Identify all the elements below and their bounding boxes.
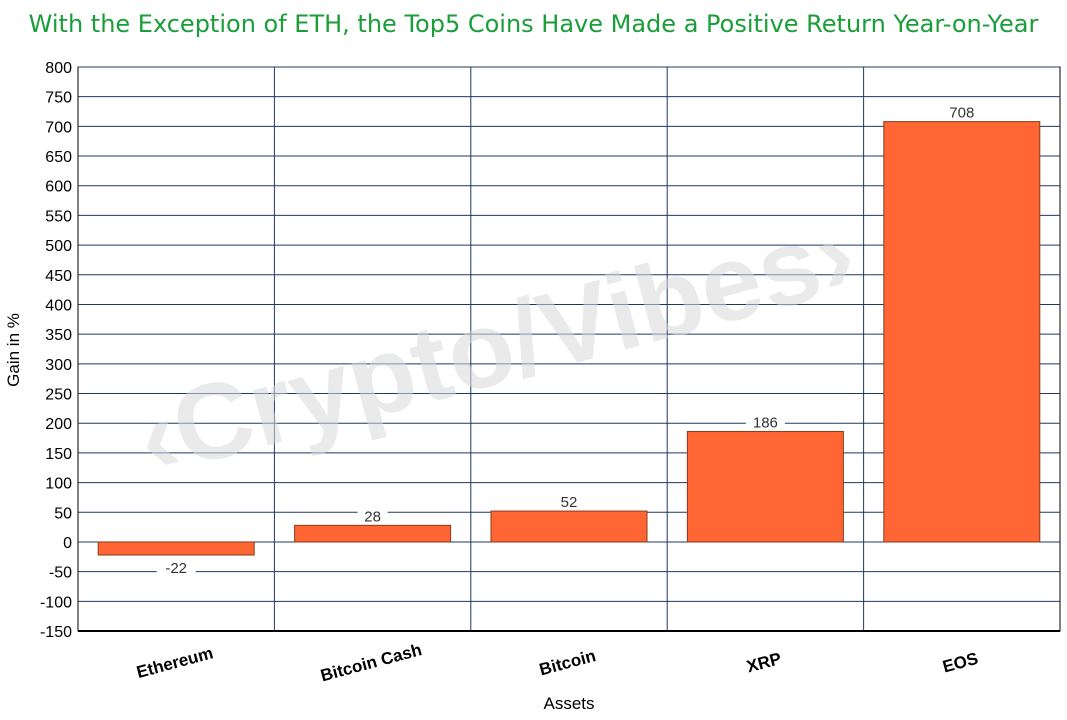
y-tick-label: 600 — [45, 179, 72, 196]
x-axis-ticks: Ethereum Bitcoin Cash Bitcoin XRP EOS — [134, 640, 980, 685]
y-axis-label: Gain in % — [4, 313, 23, 387]
x-tick-label: Bitcoin Cash — [319, 640, 424, 685]
y-tick-label: 50 — [54, 505, 72, 522]
y-tick-label: -100 — [40, 594, 72, 611]
y-tick-label: 500 — [45, 238, 72, 255]
data-label-bg — [156, 559, 196, 577]
chart-title: With the Exception of ETH, the Top5 Coin… — [28, 10, 1039, 38]
bar-ethereum — [97, 541, 255, 556]
x-tick-label: XRP — [745, 649, 784, 676]
y-tick-label: 650 — [45, 149, 72, 166]
y-tick-label: -50 — [49, 565, 72, 582]
y-tick-label: 250 — [45, 387, 72, 404]
data-label: -22 — [165, 560, 187, 577]
y-tick-label: 350 — [45, 327, 72, 344]
y-tick-label: 0 — [63, 535, 72, 552]
x-tick-label: EOS — [941, 649, 981, 677]
y-tick-label: 200 — [45, 416, 72, 433]
y-tick-label: 800 — [45, 60, 72, 77]
y-tick-label: 400 — [45, 297, 72, 314]
data-label: 186 — [753, 415, 778, 432]
y-tick-label: -150 — [40, 624, 72, 641]
data-label: 708 — [949, 105, 974, 122]
data-label-bg — [554, 493, 584, 511]
bars — [97, 121, 1041, 556]
bar-eos — [883, 121, 1041, 543]
y-tick-label: 450 — [45, 268, 72, 285]
y-tick-label: 100 — [45, 476, 72, 493]
y-tick-label: 750 — [45, 90, 72, 107]
data-label: 52 — [561, 494, 578, 511]
data-label-bg — [745, 413, 785, 431]
bar-bitcoin — [490, 510, 648, 543]
y-tick-label: 300 — [45, 357, 72, 374]
bar-bitcoin-cash — [294, 524, 452, 543]
y-tick-label: 150 — [45, 446, 72, 463]
data-label-bg — [357, 507, 388, 525]
data-label: 28 — [364, 508, 381, 525]
x-tick-label: Ethereum — [134, 643, 215, 682]
y-axis-ticks: -150 -100 -50 0 50 100 150 200 250 300 350 400 450 50… — [40, 60, 72, 641]
bar-xrp — [686, 431, 844, 543]
y-tick-label: 700 — [45, 119, 72, 136]
y-tick-label: 550 — [45, 208, 72, 225]
x-axis-label: Assets — [543, 694, 594, 713]
x-tick-label: Bitcoin — [537, 646, 598, 679]
data-label-bg — [942, 103, 982, 121]
data-labels: -22 28 52 186 708 — [156, 103, 982, 577]
